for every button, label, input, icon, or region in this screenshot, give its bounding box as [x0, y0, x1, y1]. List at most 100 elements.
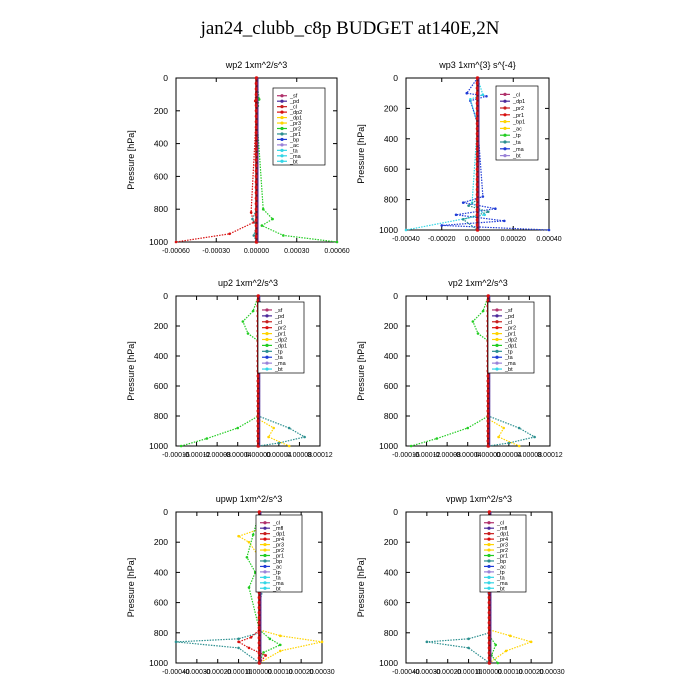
legend-entry: _mfl — [496, 526, 507, 532]
central-profile-point — [257, 656, 262, 660]
series-point — [245, 556, 249, 559]
central-profile-point — [475, 218, 480, 222]
central-profile-point — [486, 374, 491, 378]
y-tick-label: 400 — [384, 134, 398, 144]
series-point — [249, 636, 253, 639]
legend-entry: _dp1 — [289, 116, 302, 122]
legend-marker — [263, 553, 267, 558]
series-line-2 — [255, 77, 338, 243]
central-profile-point — [257, 600, 262, 605]
legend-marker — [280, 94, 284, 98]
central-profile-point — [475, 228, 480, 232]
series-point — [533, 435, 536, 439]
y-tick-label: 200 — [154, 321, 168, 331]
legend-marker — [280, 105, 284, 109]
series-point — [466, 426, 470, 430]
legend-marker — [263, 532, 267, 536]
y-tick-label: 0 — [163, 73, 168, 83]
legend-marker — [503, 133, 507, 137]
central-profile-point — [254, 240, 259, 244]
y-tick-label: 800 — [384, 195, 398, 205]
central-profile-point — [487, 605, 492, 610]
legend-marker — [280, 132, 284, 136]
central-profile-point — [475, 126, 480, 131]
central-profile-point — [254, 174, 259, 179]
series-point — [251, 309, 255, 313]
y-tick-label: 600 — [384, 164, 398, 174]
legend-entry: _tp — [272, 570, 281, 576]
series-line-3 — [405, 77, 486, 231]
central-profile-point — [475, 106, 480, 111]
series-point — [481, 93, 485, 97]
legend-marker — [495, 326, 499, 330]
legend-marker — [280, 137, 284, 142]
central-profile-point — [486, 409, 491, 413]
legend-entry: _bt — [289, 159, 298, 165]
legend: _sf_pd_cl_pr2_pr1_dp2_dp1_tp_ta_ma_bt — [487, 301, 535, 374]
series-point — [179, 444, 183, 448]
legend-entry: _ac — [272, 564, 282, 570]
central-profile-point — [486, 294, 491, 298]
x-tick-label: 0.00008 — [287, 452, 312, 459]
legend-entry: _ac — [496, 564, 506, 570]
x-tick-label: 0.00008 — [517, 452, 542, 459]
legend-entry: _pr3 — [496, 543, 508, 549]
y-tick-label: 1000 — [379, 658, 398, 668]
central-profile-point — [475, 81, 480, 85]
series-point — [485, 94, 488, 98]
central-profile-point — [475, 131, 480, 136]
panel-title: wp3 1xm^{3} s^{-4} — [438, 60, 516, 70]
y-tick-label: 600 — [154, 381, 168, 391]
central-profile-point — [256, 444, 261, 448]
central-profile-point — [487, 636, 492, 640]
series-point — [320, 640, 324, 644]
legend-entry: _bt — [274, 367, 283, 373]
y-tick-label: 200 — [154, 106, 168, 116]
x-tick-label: -0.00030 — [183, 669, 211, 676]
central-profile-point — [256, 419, 261, 423]
legend-marker — [263, 586, 267, 590]
legend-marker — [487, 570, 491, 574]
x-tick-label: -0.00040 — [162, 669, 190, 676]
legend-entry: _ma — [272, 581, 285, 587]
series-point — [454, 213, 458, 217]
panel-title: up2 1xm^2/s^3 — [218, 278, 278, 288]
central-profile-point — [254, 119, 259, 124]
central-profile-point — [254, 125, 259, 129]
central-profile-point — [475, 152, 480, 156]
x-tick-label: -0.00020 — [434, 669, 462, 676]
y-tick-label: 800 — [384, 411, 398, 421]
central-profile-point — [486, 419, 491, 423]
legend-marker — [487, 526, 491, 530]
central-profile-point — [257, 510, 262, 514]
central-profile-point — [254, 130, 259, 135]
central-profile-point — [257, 641, 262, 645]
y-tick-label: 1000 — [149, 441, 168, 451]
legend-marker — [487, 521, 491, 525]
y-axis-label: Pressure [hPa] — [126, 558, 136, 618]
series-point — [467, 646, 470, 650]
legend-marker — [495, 320, 499, 324]
panel-title: upwp 1xm^2/s^3 — [216, 494, 282, 504]
panel-4: vp2 1xm^2/s^3 Pressure [hPa] 0 200 400 600 800… — [356, 278, 563, 459]
central-profile-point — [257, 631, 262, 635]
legend-marker — [495, 349, 499, 353]
central-profile-point — [475, 76, 480, 80]
x-tick-label: -0.00060 — [162, 248, 190, 255]
central-profile-point — [487, 615, 492, 620]
series-point — [465, 91, 469, 95]
legend-entry: _tp — [496, 570, 505, 576]
legend-marker — [495, 343, 499, 348]
x-tick-label: 0.00012 — [537, 452, 562, 459]
panel-2: wp3 1xm^{3} s^{-4} Pressure [hPa] 0 200 400 6… — [356, 60, 562, 243]
central-profile-point — [254, 76, 259, 80]
series-point — [496, 661, 500, 665]
series-point — [497, 435, 500, 439]
legend-marker — [487, 553, 491, 558]
series-point — [267, 435, 270, 439]
x-tick-label: -0.00004 — [224, 452, 252, 459]
legend-entry: _bp — [289, 137, 299, 143]
central-profile-point — [254, 169, 259, 173]
series-point — [508, 634, 512, 638]
central-profile-point — [256, 399, 261, 403]
